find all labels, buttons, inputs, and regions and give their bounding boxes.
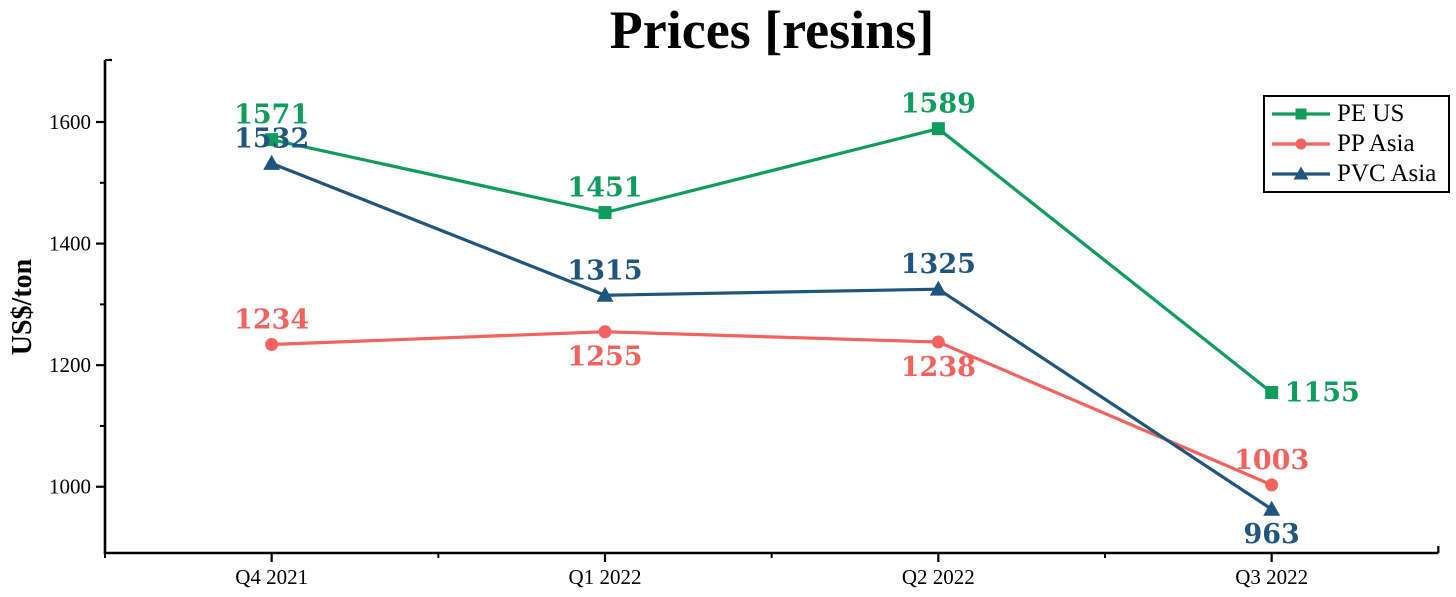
legend-item-pe-us: PE US bbox=[1271, 99, 1448, 129]
data-point-marker-square bbox=[265, 133, 279, 147]
data-point-marker-circle bbox=[1265, 478, 1279, 492]
data-point-label: 1003 bbox=[1234, 445, 1309, 476]
data-point-marker-triangle bbox=[263, 154, 281, 170]
data-point-marker-circle bbox=[1295, 138, 1307, 150]
data-point-label: 1532 bbox=[234, 123, 309, 154]
data-point-marker-triangle bbox=[1263, 500, 1281, 516]
y-axis-tick-label: 1000 bbox=[49, 475, 91, 499]
y-axis-tick-label: 1600 bbox=[49, 110, 91, 134]
data-point-marker-triangle bbox=[1293, 166, 1309, 180]
data-point-marker-square bbox=[1265, 386, 1279, 400]
y-axis-tick-label: 1400 bbox=[49, 232, 91, 256]
legend-item-pp-asia: PP Asia bbox=[1271, 129, 1448, 159]
data-point-label: 1451 bbox=[567, 173, 642, 204]
data-point-label: 1238 bbox=[901, 352, 976, 383]
legend: PE US PP Asia PVC Asia bbox=[1263, 95, 1450, 193]
x-axis-tick-label: Q1 2022 bbox=[569, 565, 642, 589]
legend-label: PP Asia bbox=[1337, 130, 1415, 157]
data-point-marker-triangle bbox=[929, 280, 947, 296]
data-point-label: 963 bbox=[1243, 519, 1299, 550]
legend-label: PVC Asia bbox=[1337, 160, 1437, 187]
x-axis-tick-label: Q3 2022 bbox=[1235, 565, 1308, 589]
legend-item-pvc-asia: PVC Asia bbox=[1271, 159, 1448, 189]
data-point-label: 1315 bbox=[567, 255, 642, 286]
x-axis-tick-label: Q4 2021 bbox=[235, 565, 308, 589]
series-line-pp-asia bbox=[271, 330, 1273, 487]
data-point-marker-circle bbox=[598, 325, 612, 339]
data-point-marker-triangle bbox=[596, 286, 614, 302]
series-line-pvc-asia bbox=[271, 161, 1273, 511]
x-axis-tick-label: Q2 2022 bbox=[902, 565, 975, 589]
data-point-marker-square bbox=[931, 122, 945, 136]
data-point-marker-square bbox=[1295, 108, 1307, 120]
data-point-marker-square bbox=[598, 206, 612, 220]
legend-label: PE US bbox=[1337, 100, 1405, 127]
legend-swatch-triangle-icon bbox=[1272, 166, 1330, 180]
legend-swatch-square-icon bbox=[1272, 108, 1330, 120]
chart-title: Prices [resins] bbox=[609, 0, 935, 60]
data-point-label: 1155 bbox=[1285, 378, 1360, 409]
data-point-label: 1255 bbox=[567, 342, 642, 373]
data-point-label: 1234 bbox=[234, 304, 309, 335]
data-point-label: 1571 bbox=[234, 100, 309, 131]
data-point-marker-circle bbox=[265, 337, 279, 351]
y-axis-tick-label: 1200 bbox=[49, 353, 91, 377]
data-point-marker-circle bbox=[931, 335, 945, 349]
data-point-label: 1589 bbox=[901, 89, 976, 120]
legend-swatch-circle-icon bbox=[1272, 138, 1330, 150]
data-point-label: 1325 bbox=[901, 249, 976, 280]
series-line-pe-us bbox=[271, 127, 1273, 394]
